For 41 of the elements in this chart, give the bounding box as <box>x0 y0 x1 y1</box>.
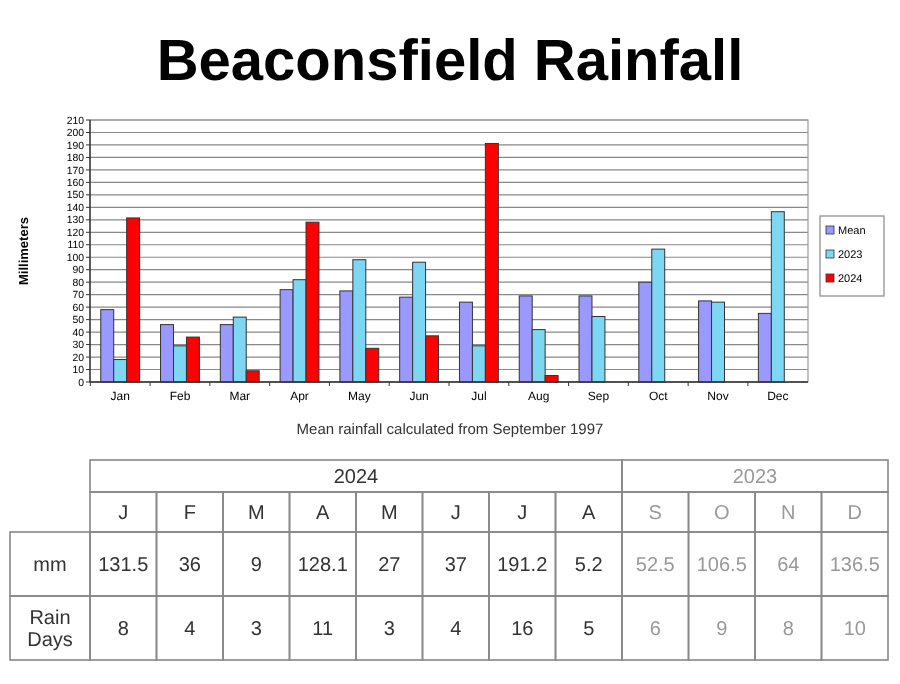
category-label: J <box>118 503 129 525</box>
text: 2024 <box>333 467 380 489</box>
data-label: 52.5 <box>635 555 676 577</box>
data-label: 136.5 <box>829 555 881 577</box>
data-label: 37 <box>444 555 468 577</box>
category-label: F <box>183 503 196 525</box>
data-label: 8 <box>782 619 795 641</box>
data-label: 6 <box>649 619 662 641</box>
data-label: 11 <box>312 619 334 641</box>
text: 2023 <box>732 467 779 489</box>
data-label: 64 <box>777 555 801 577</box>
data-label: 16 <box>511 619 535 641</box>
data-label: 3 <box>250 619 263 641</box>
category-label: A <box>316 503 331 525</box>
category-label: N <box>781 503 796 525</box>
data-label: 3 <box>383 619 396 641</box>
data-label: 5.2 <box>574 555 604 577</box>
data-label: 9 <box>716 619 729 641</box>
category-label: J <box>450 503 461 525</box>
text: Rain Days <box>27 608 73 652</box>
data-label: 5 <box>583 619 596 641</box>
text: mm <box>33 555 67 577</box>
data-label: 36 <box>178 555 202 577</box>
data-label: 106.5 <box>696 555 748 577</box>
data-label: 131.5 <box>98 555 150 577</box>
chart-title: Beaconsfield Rainfall <box>156 30 744 94</box>
data-label: 128.1 <box>297 555 349 577</box>
category-label: M <box>380 503 398 525</box>
category-label: M <box>247 503 265 525</box>
category-label: J <box>517 503 528 525</box>
data-label: 4 <box>184 619 197 641</box>
category-label: D <box>847 503 862 525</box>
data-label: 10 <box>843 619 867 641</box>
category-label: O <box>713 503 730 525</box>
data-label: 4 <box>450 619 463 641</box>
category-label: A <box>582 503 597 525</box>
data-label: 27 <box>378 555 402 577</box>
category-label: S <box>648 503 663 525</box>
data-label: 191.2 <box>497 555 549 577</box>
data-label: 8 <box>117 619 130 641</box>
data-label: 9 <box>250 555 263 577</box>
